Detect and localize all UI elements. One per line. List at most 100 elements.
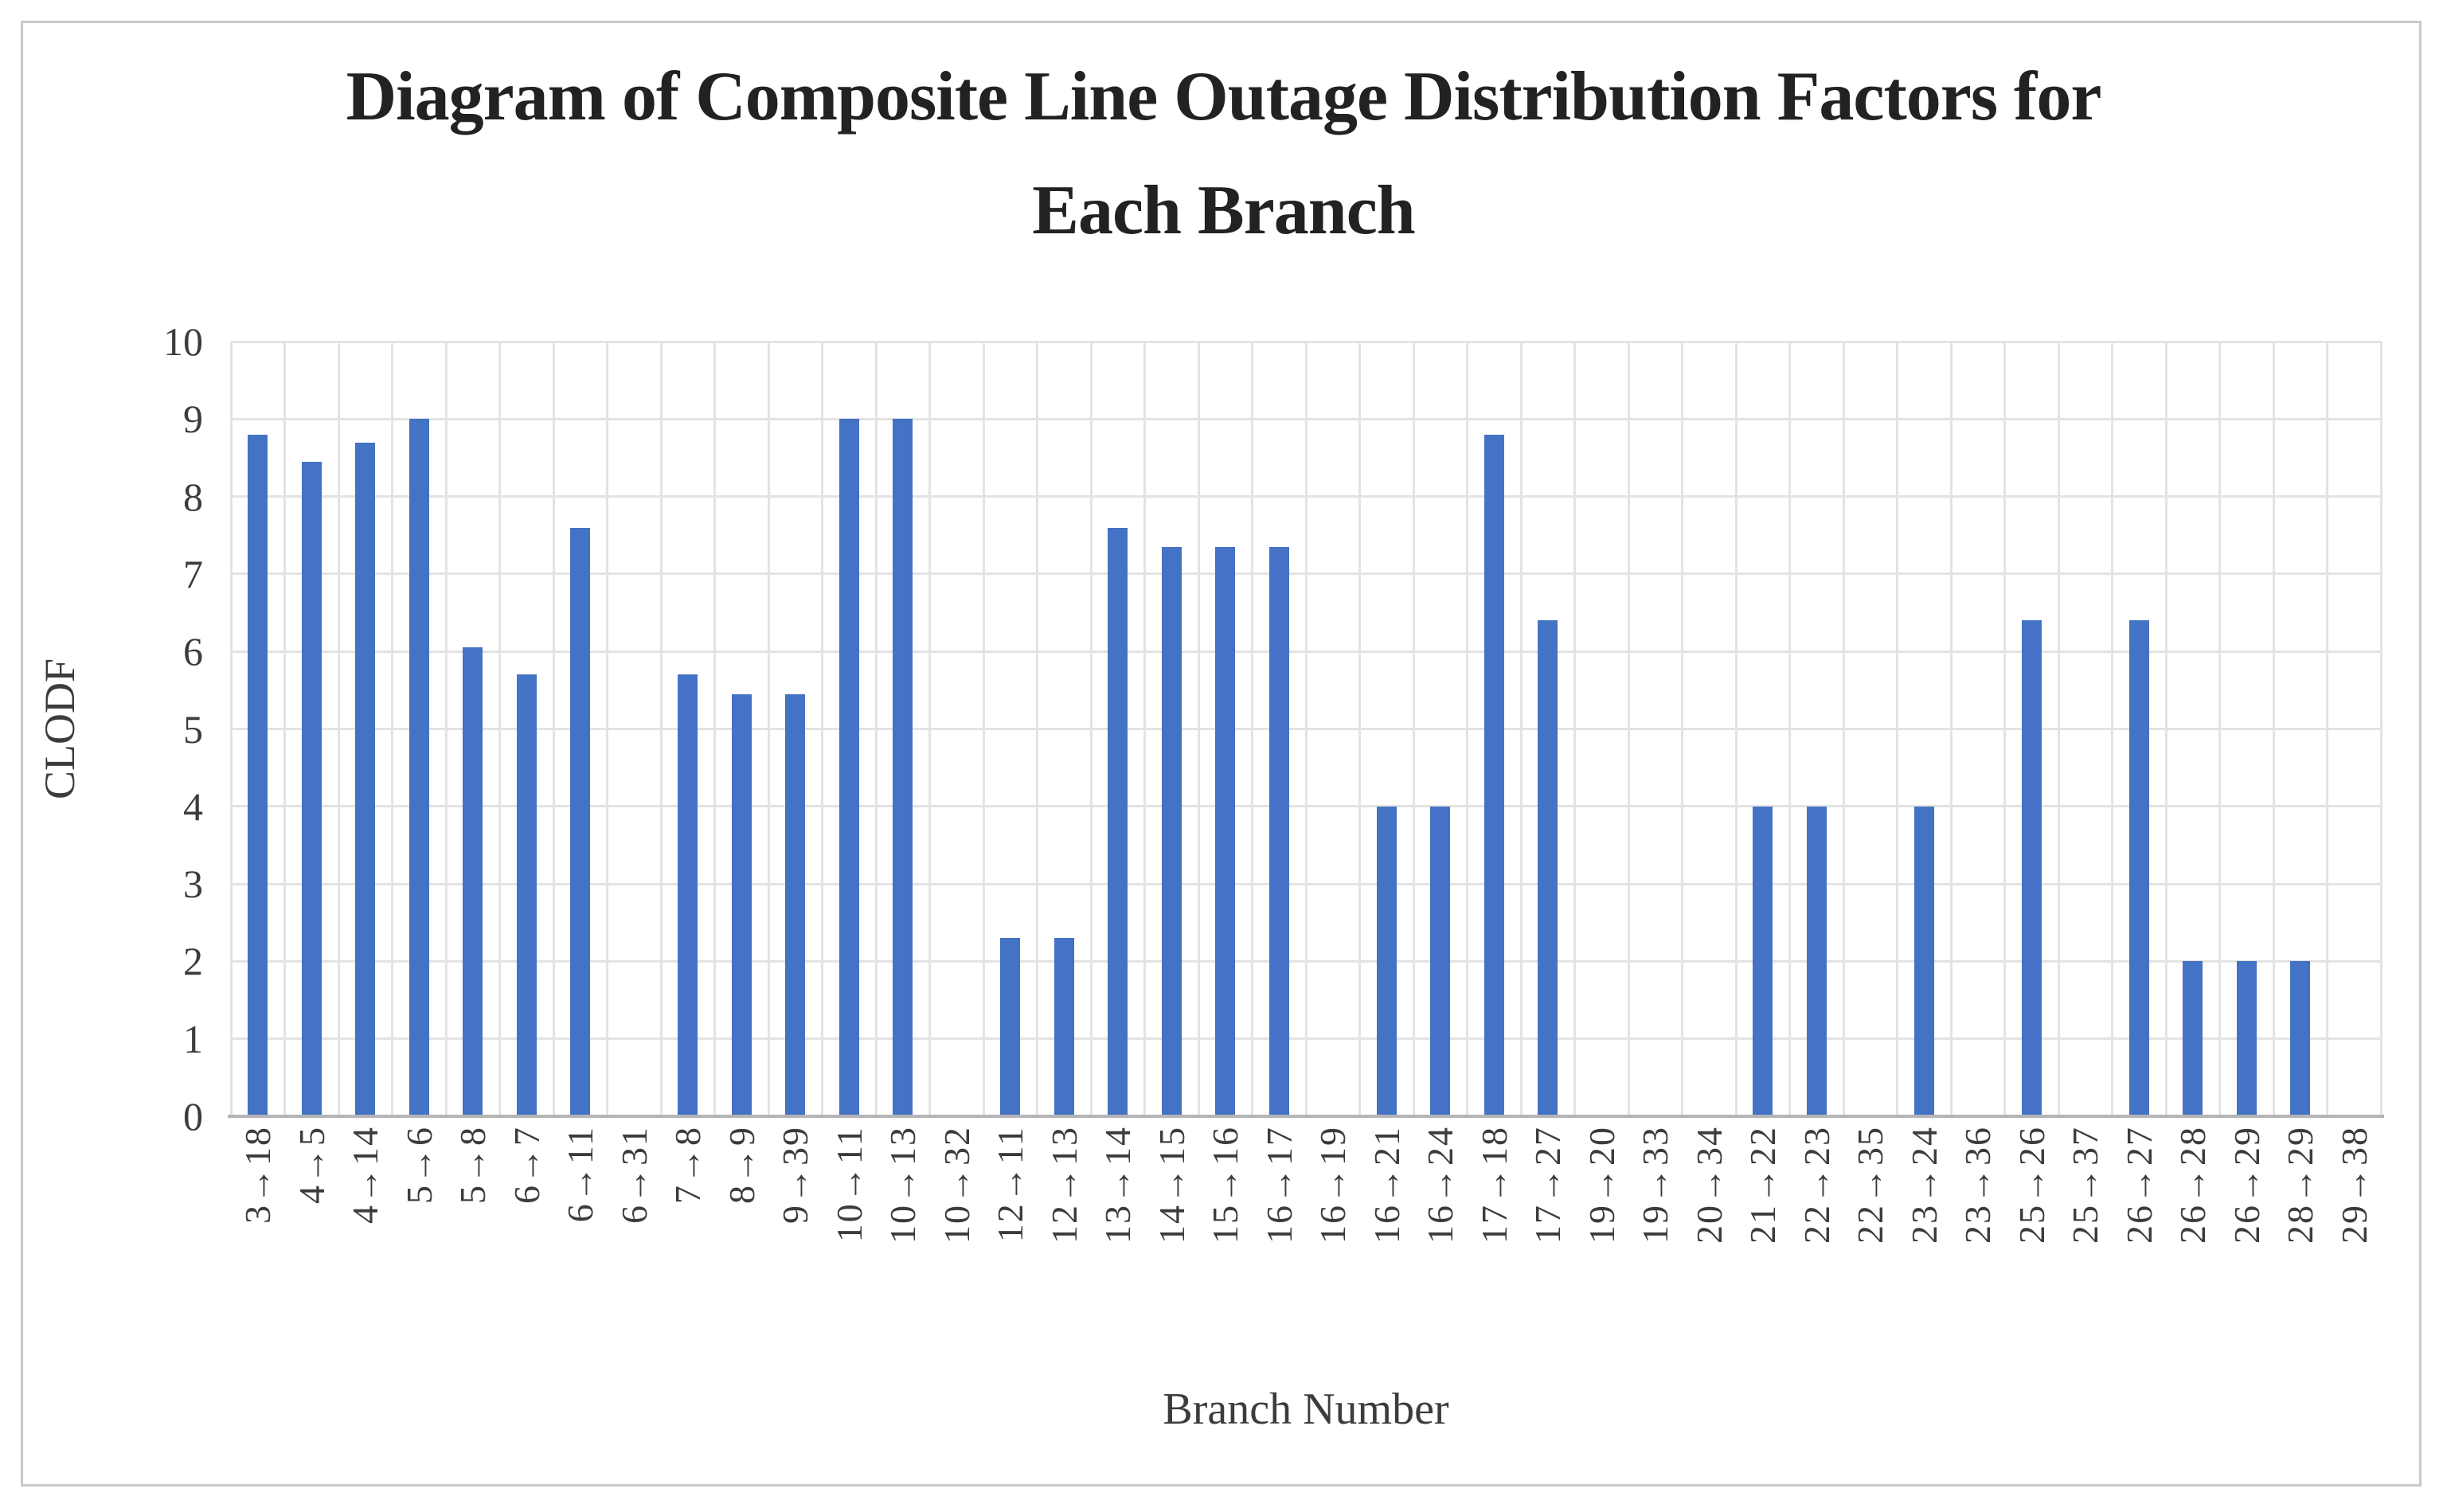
x-tick-label-text: 23→36 [1957, 1126, 1999, 1244]
y-tick-label-10: 10 [163, 319, 203, 364]
bar-6→7 [516, 674, 537, 1116]
x-axis-tick-labels: 3→18 4→5 4→14 5→6 5→8 6→7 6→11 6→31 7→8 8→9 9→39 10… [231, 1126, 2381, 1389]
bar-15→16 [1215, 546, 1236, 1116]
x-tick-label-text: 23→24 [1903, 1126, 1945, 1244]
x-tick-label-text: 22→23 [1796, 1126, 1837, 1244]
v-gridline-29 [1788, 342, 1791, 1116]
x-tick-6→7: 6→7 [500, 1126, 554, 1389]
bar-9→39 [785, 693, 806, 1116]
x-tick-6→11: 6→11 [553, 1126, 608, 1389]
v-gridline-17 [1143, 342, 1146, 1116]
x-tick-label-text: 6→7 [506, 1126, 547, 1204]
y-tick-label-2: 2 [183, 939, 203, 984]
plot-area [228, 340, 2384, 1118]
x-tick-label-text: 26→27 [2118, 1126, 2160, 1244]
x-tick-6→31: 6→31 [608, 1126, 662, 1389]
y-tick-label-4: 4 [183, 783, 203, 829]
bar-4→5 [301, 461, 322, 1116]
y-tick-label-1: 1 [183, 1016, 203, 1061]
v-gridline-9 [713, 342, 716, 1116]
x-tick-15→16: 15→16 [1198, 1126, 1253, 1389]
bar-10→13 [893, 419, 913, 1116]
x-tick-25→37: 25→37 [2058, 1126, 2113, 1389]
v-gridline-18 [1197, 342, 1200, 1116]
x-tick-12→11: 12→11 [983, 1126, 1038, 1389]
v-gridline-28 [1734, 342, 1738, 1116]
bar-23→24 [1913, 806, 1934, 1116]
v-gridline-34 [2057, 342, 2060, 1116]
v-gridline-22 [1412, 342, 1415, 1116]
v-gridline-16 [1089, 342, 1093, 1116]
x-tick-label-text: 21→22 [1742, 1126, 1784, 1244]
v-gridline-1 [283, 342, 286, 1116]
v-gridline-10 [767, 342, 770, 1116]
x-tick-label-text: 12→13 [1043, 1126, 1085, 1244]
bar-26→29 [2236, 961, 2257, 1116]
x-tick-label-text: 22→35 [1850, 1126, 1891, 1244]
bar-12→13 [1053, 938, 1074, 1116]
x-tick-label-text: 19→20 [1581, 1126, 1622, 1244]
bar-14→15 [1161, 546, 1182, 1116]
x-tick-label-text: 4→5 [291, 1126, 332, 1204]
bar-5→6 [408, 419, 429, 1116]
x-tick-23→24: 23→24 [1898, 1126, 1952, 1389]
v-gridline-25 [1573, 342, 1576, 1116]
x-tick-label-text: 10→11 [828, 1126, 870, 1243]
v-gridline-2 [337, 342, 340, 1116]
x-tick-label-text: 6→31 [613, 1126, 655, 1224]
x-tick-17→27: 17→27 [1521, 1126, 1575, 1389]
x-tick-16→21: 16→21 [1360, 1126, 1414, 1389]
v-gridline-40 [2379, 342, 2383, 1116]
bar-13→14 [1108, 527, 1128, 1116]
v-gridline-36 [2164, 342, 2168, 1116]
v-gridline-11 [821, 342, 823, 1116]
v-gridline-3 [391, 342, 393, 1116]
x-tick-13→14: 13→14 [1091, 1126, 1145, 1389]
x-tick-label-text: 13→14 [1097, 1126, 1139, 1244]
x-tick-22→35: 22→35 [1843, 1126, 1898, 1389]
x-tick-28→29: 28→29 [2273, 1126, 2328, 1389]
chart-title: Diagram of Composite Line Outage Distrib… [0, 40, 2447, 268]
bar-16→17 [1268, 546, 1289, 1116]
x-tick-label-text: 26→29 [2226, 1126, 2267, 1244]
x-tick-26→27: 26→27 [2113, 1126, 2167, 1389]
x-tick-26→28: 26→28 [2166, 1126, 2220, 1389]
x-tick-label-text: 19→33 [1635, 1126, 1676, 1244]
x-tick-label-text: 4→14 [345, 1126, 386, 1224]
x-tick-label-text: 20→34 [1688, 1126, 1730, 1244]
bar-12→11 [1000, 938, 1021, 1116]
x-tick-label-text: 15→16 [1205, 1126, 1246, 1244]
chart-title-line-1: Diagram of Composite Line Outage Distrib… [346, 58, 2102, 135]
x-tick-9→39: 9→39 [768, 1126, 823, 1389]
bar-4→14 [355, 442, 376, 1116]
y-tick-label-9: 9 [183, 397, 203, 442]
v-gridline-38 [2272, 342, 2275, 1116]
bar-25→26 [2021, 620, 2042, 1116]
v-gridline-4 [444, 342, 448, 1116]
bar-22→23 [1806, 806, 1827, 1116]
bar-6→11 [570, 527, 591, 1116]
x-tick-4→14: 4→14 [338, 1126, 393, 1389]
bar-3→18 [248, 434, 268, 1116]
bar-10→11 [838, 419, 859, 1116]
v-gridline-5 [498, 342, 501, 1116]
x-tick-label-text: 16→19 [1312, 1126, 1354, 1244]
chart-title-line-2: Each Branch [1032, 172, 1415, 249]
v-gridline-35 [2111, 342, 2113, 1116]
x-tick-21→22: 21→22 [1736, 1126, 1790, 1389]
x-tick-14→15: 14→15 [1145, 1126, 1199, 1389]
x-tick-label-text: 26→28 [2172, 1126, 2214, 1244]
x-tick-16→24: 16→24 [1413, 1126, 1468, 1389]
x-tick-label-text: 16→24 [1420, 1126, 1461, 1244]
v-gridline-21 [1358, 342, 1361, 1116]
x-tick-10→11: 10→11 [823, 1126, 877, 1389]
v-gridline-6 [552, 342, 555, 1116]
y-tick-label-3: 3 [183, 861, 203, 907]
v-gridline-12 [874, 342, 878, 1116]
bar-28→29 [2290, 961, 2311, 1116]
x-tick-5→8: 5→8 [446, 1126, 500, 1389]
x-tick-10→13: 10→13 [876, 1126, 930, 1389]
v-gridline-33 [2003, 342, 2006, 1116]
x-tick-12→13: 12→13 [1038, 1126, 1092, 1389]
y-tick-label-7: 7 [183, 551, 203, 596]
